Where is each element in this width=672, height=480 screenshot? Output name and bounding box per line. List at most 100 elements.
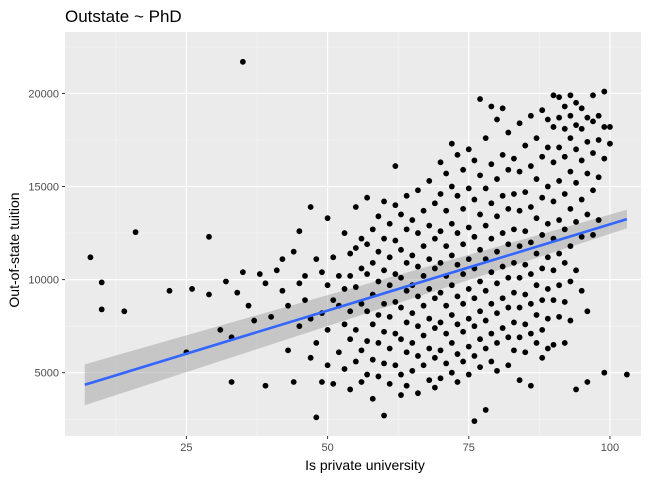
data-point [601,155,608,162]
data-point [454,321,461,328]
data-point [132,229,139,236]
data-point [556,114,563,121]
data-point [556,250,563,257]
data-point [223,278,229,285]
data-point [573,122,579,128]
data-point [539,297,546,303]
data-point [352,326,359,333]
data-point [347,250,354,257]
data-point [544,183,551,190]
data-point [550,297,557,303]
data-point [482,222,489,229]
data-point [307,354,314,361]
data-point [544,144,551,151]
data-point [375,312,382,318]
data-point [381,235,387,242]
data-point [443,302,450,309]
data-point [341,321,348,328]
data-point [584,211,591,218]
data-point [443,243,450,250]
data-point [217,326,224,333]
data-point [544,116,551,123]
data-point [352,284,359,290]
data-point [584,379,591,385]
major-gridlines [65,32,641,436]
data-point [358,235,365,242]
data-point [352,358,359,365]
data-point [409,367,416,374]
data-point [584,138,591,145]
data-point [494,340,500,346]
y-tick-label: 20000 [28,88,59,100]
data-point [347,308,354,315]
data-point [386,282,393,289]
data-point [561,153,568,160]
data-point [460,241,467,248]
data-point [477,364,483,371]
data-point [448,340,455,346]
data-point [499,105,506,112]
data-point [341,286,348,292]
data-point [556,217,563,223]
data-point [511,289,517,296]
data-point [319,269,325,276]
data-point [375,248,382,255]
data-point [511,155,517,162]
data-point [409,217,416,223]
data-point [527,382,534,389]
data-point [375,213,382,220]
data-point [426,315,433,322]
data-point [533,176,540,182]
data-point [482,317,489,324]
data-point [206,291,212,298]
data-point [358,347,365,354]
data-point [189,286,195,292]
data-point [460,328,467,335]
data-point [511,226,517,233]
data-point [166,287,173,294]
data-point [460,271,467,277]
data-point [522,228,529,235]
data-point [443,330,450,337]
data-point [403,349,410,356]
data-point [381,300,387,307]
data-point [494,116,500,123]
data-point [499,230,506,236]
data-point [313,414,320,421]
data-point [398,274,404,281]
data-point [420,243,427,250]
data-point [341,366,348,372]
data-point [347,386,354,393]
data-point [256,271,263,277]
data-point [527,239,534,246]
data-point [488,235,495,242]
data-point [505,241,512,248]
data-point [290,248,297,255]
confidence-ribbon [84,209,627,406]
data-point [544,254,551,261]
data-point [431,235,438,242]
data-point [607,124,613,130]
data-point [494,213,500,220]
data-point [516,334,523,341]
data-point [437,289,444,296]
data-point [499,151,506,158]
data-point [567,317,574,324]
data-point [415,263,421,270]
data-point [420,362,427,369]
data-point [573,99,579,106]
data-point [330,254,337,261]
data-point [398,371,404,378]
chart-title: Outstate ~ PhD [65,7,182,26]
data-point [595,137,602,143]
x-axis-title: Is private university [305,457,425,473]
data-point [477,308,483,315]
data-point [415,390,421,397]
data-point [539,265,546,272]
data-point [369,321,376,328]
data-point [420,332,427,339]
data-point [454,192,461,199]
data-point [347,336,354,343]
data-point [437,159,444,166]
data-point [465,185,472,192]
